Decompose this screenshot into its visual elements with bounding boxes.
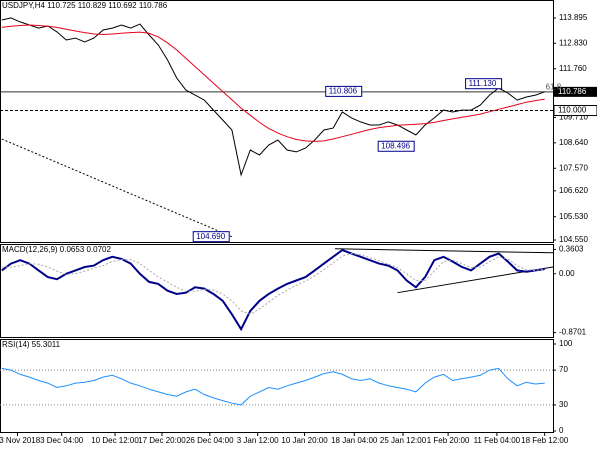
trendline	[1, 138, 233, 238]
panel-title: MACD(12,26,9) 0.0653 0.0702	[2, 245, 112, 254]
y-tick-label: 104.550	[559, 235, 588, 244]
annotation-box	[377, 140, 415, 152]
x-tick-label: 18 Feb 12:00	[521, 436, 569, 445]
y-tick-label: 0	[559, 426, 564, 435]
y-tick-label: 108.640	[559, 138, 588, 147]
annotation-label: 110.806	[329, 86, 358, 95]
x-tick-label: 26 Dec 04:00	[186, 436, 234, 445]
y-tick-label: 0.3603	[559, 244, 584, 253]
y-tick-label: 105.530	[559, 212, 588, 221]
panel-frame	[0, 244, 554, 338]
x-tick-label: 25 Jan 12:00	[380, 436, 427, 445]
y-tick-label: 0.00	[559, 269, 575, 278]
series-line	[1, 252, 545, 315]
y-tick-label: 100	[559, 339, 573, 348]
y-tick-label: 30	[559, 400, 568, 409]
annotation-box	[325, 85, 363, 97]
annotation-box	[192, 231, 230, 243]
trendline	[334, 248, 554, 254]
y-tick-label: 106.620	[559, 186, 588, 195]
series-line	[1, 17, 545, 177]
y-tick-label: 112.830	[559, 38, 588, 47]
annotation-label: 111.130	[469, 79, 497, 88]
last-price-box	[554, 86, 597, 97]
fib-label: 61.8	[546, 82, 562, 91]
y-tick-label: -0.8701	[559, 328, 587, 337]
x-tick-label: 10 Dec 12:00	[91, 436, 139, 445]
annotation-label: 104.690	[196, 232, 225, 241]
x-tick-label: 3 Dec 04:00	[40, 436, 84, 445]
y-tick-label: 70	[559, 365, 568, 374]
annotation-label: 108.496	[381, 141, 410, 150]
x-tick-label: 3 Jan 12:00	[237, 436, 279, 445]
y-tick-label: 107.570	[559, 163, 588, 172]
level-box	[553, 105, 597, 117]
annotation-box	[465, 78, 503, 90]
last-price-label: 110.786	[558, 87, 587, 96]
x-tick-label: 11 Feb 04:00	[474, 436, 521, 445]
panel-title: RSI(14) 55.3011	[2, 340, 61, 349]
series-line	[1, 24, 545, 142]
level-label: 110.000	[558, 106, 587, 115]
series-line	[1, 248, 545, 332]
x-tick-label: 23 Nov 2018	[0, 436, 41, 445]
y-tick-label: 111.760	[559, 64, 587, 73]
y-tick-label: 113.895	[559, 13, 588, 22]
x-tick-label: 18 Jan 04:00	[331, 436, 378, 445]
panel-frame	[0, 339, 554, 433]
y-tick-label: 109.710	[559, 113, 588, 122]
x-tick-label: 17 Dec 20:00	[138, 436, 186, 445]
panel-title: USDJPY,H4 110.725 110.829 110.692 110.78…	[2, 1, 168, 10]
x-tick-label: 10 Jan 20:00	[281, 436, 328, 445]
x-tick-label: 1 Feb 20:00	[427, 436, 470, 445]
panel-frame	[0, 0, 554, 243]
series-line	[1, 367, 545, 406]
